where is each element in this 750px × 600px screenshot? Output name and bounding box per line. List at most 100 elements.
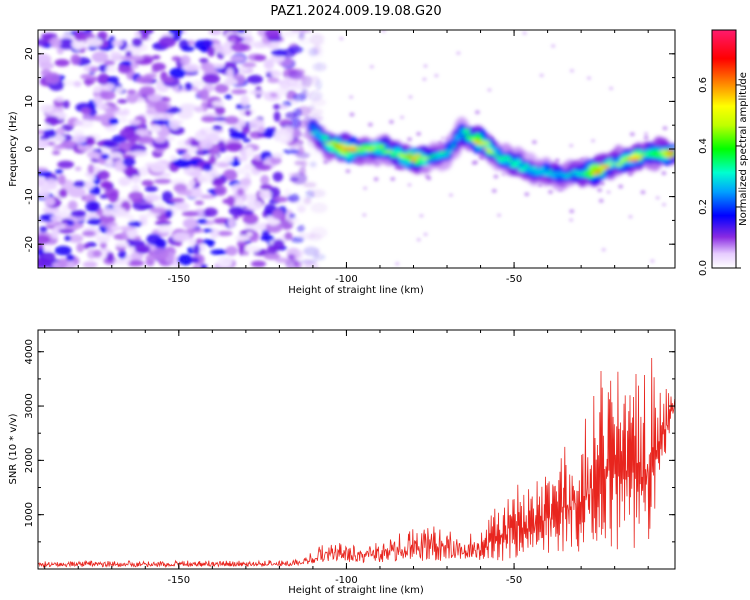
noise-blob [169, 155, 178, 161]
noise-blob [423, 64, 428, 68]
noise-blob [138, 166, 149, 177]
noise-blob [269, 92, 278, 98]
noise-blob [141, 179, 154, 187]
noise-blob [57, 174, 66, 185]
noise-blob [198, 58, 209, 63]
noise-blob [73, 80, 82, 88]
noise-blob [188, 179, 196, 188]
noise-blob [38, 61, 55, 70]
noise-blob [195, 238, 203, 245]
noise-blob [214, 185, 227, 196]
noise-blob [144, 185, 158, 193]
noise-blob [184, 82, 194, 91]
spectrogram-x-axis-label: Height of straight line (km) [288, 285, 424, 296]
noise-blob [290, 236, 305, 243]
noise-blob [208, 30, 223, 36]
noise-blob [91, 51, 109, 63]
signal-blob [441, 153, 451, 158]
noise-blob [246, 246, 261, 253]
noise-blob [381, 30, 386, 33]
signal-blob [568, 172, 573, 176]
noise-blob [110, 51, 123, 62]
noise-blob [487, 88, 492, 92]
signal-blob [470, 139, 477, 142]
x-tick-label: -100 [335, 274, 358, 285]
signal-blob [430, 154, 437, 158]
noise-blob [279, 32, 290, 37]
noise-blob [199, 88, 210, 101]
signal-blob [479, 141, 485, 144]
noise-blob [308, 189, 326, 198]
signal-blob [413, 154, 422, 157]
noise-blob [54, 59, 70, 67]
y-tick-label: 3000 [24, 393, 35, 418]
noise-blob [55, 169, 64, 174]
noise-blob [85, 136, 96, 147]
noise-blob [245, 146, 254, 158]
noise-blob [210, 249, 229, 256]
signal-blob [563, 174, 570, 177]
noise-blob [237, 209, 254, 215]
noise-blob [242, 213, 259, 225]
y-tick-label: 1000 [24, 502, 35, 527]
noise-blob [236, 188, 245, 196]
noise-blob [202, 228, 213, 233]
noise-blob [157, 224, 173, 233]
noise-blob [85, 37, 103, 47]
noise-blob [81, 107, 91, 115]
noise-blob [131, 37, 143, 48]
signal-blob [390, 154, 397, 158]
signal-blob [572, 170, 577, 173]
signal-blob [651, 149, 659, 153]
noise-blob [286, 263, 295, 268]
noise-blob [180, 55, 191, 66]
noise-blob [456, 51, 461, 55]
signal-blob [355, 147, 360, 150]
noise-blob [134, 244, 151, 254]
noise-blob [169, 67, 187, 79]
signal-blob [458, 131, 466, 134]
noise-blob [223, 78, 238, 86]
noise-blob [591, 139, 596, 143]
noise-blob [54, 245, 72, 256]
noise-blob [292, 93, 307, 102]
snr-plot-area [38, 330, 675, 569]
noise-blob [246, 200, 263, 211]
noise-blob [273, 196, 288, 203]
noise-blob [202, 39, 214, 48]
noise-blob [55, 96, 64, 103]
noise-blob [388, 119, 394, 124]
noise-blob [362, 213, 367, 217]
noise-blob [419, 214, 424, 218]
noise-blob [67, 234, 84, 243]
x-tick-label: -150 [167, 575, 190, 586]
noise-blob [154, 101, 168, 114]
noise-blob [253, 54, 267, 62]
colorbar: 0.0 0.2 0.4 0.6 Normalized spectral amplitu… [698, 29, 749, 276]
noise-blob [303, 259, 313, 267]
noise-blob [121, 108, 130, 116]
noise-blob [241, 125, 251, 134]
noise-blob [222, 169, 238, 181]
signal-blob [326, 142, 332, 146]
y-tick-label: -10 [24, 188, 35, 204]
noise-blob [143, 194, 161, 202]
colorbar-tick-label: 0.0 [698, 260, 709, 276]
noise-blob [109, 106, 121, 112]
noise-blob [121, 258, 129, 264]
signal-blob [434, 156, 441, 159]
noise-blob [83, 243, 90, 249]
noise-blob [181, 152, 192, 160]
noise-blob [106, 251, 114, 262]
signal-blob [495, 155, 501, 158]
noise-blob [121, 154, 137, 160]
noise-blob [40, 259, 53, 268]
signal-blob [369, 146, 378, 149]
signal-blob [619, 160, 626, 165]
signal-blob [481, 148, 490, 150]
noise-blob [278, 132, 294, 144]
noise-blob [188, 238, 196, 246]
noise-blob [644, 132, 649, 136]
noise-blob [416, 238, 421, 242]
